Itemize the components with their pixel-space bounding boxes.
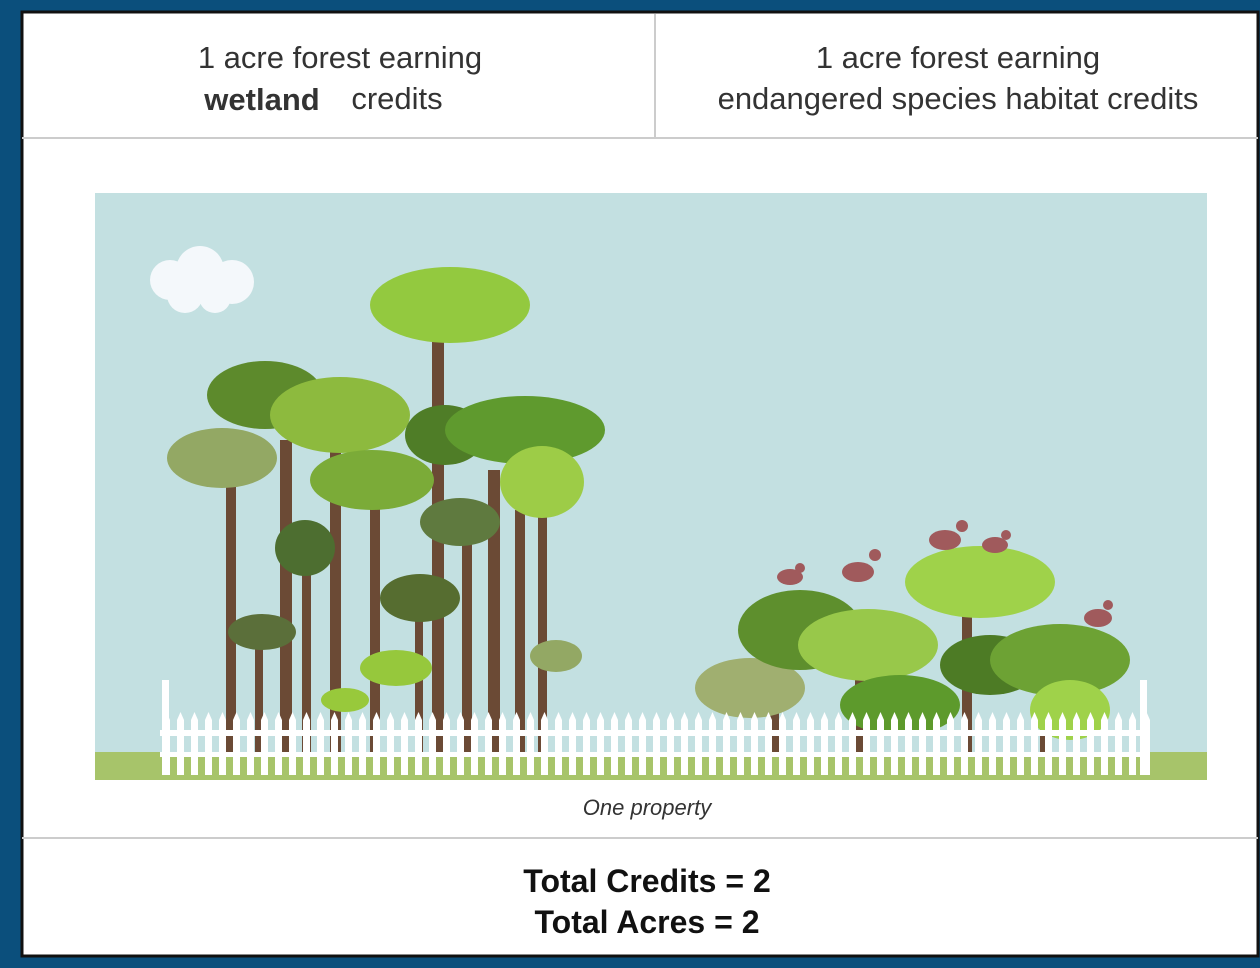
- header-text: endangered species habitat credits: [718, 81, 1199, 116]
- total-line: Total Credits = 2: [523, 863, 770, 899]
- page: {"header": {"left": {"line1": "1 acre fo…: [0, 0, 1260, 968]
- caption: One property: [583, 795, 713, 820]
- header-text: credits: [351, 81, 442, 116]
- illustration: [95, 193, 1207, 780]
- diagram: 1 acre forest earning wetland credits 1 …: [0, 0, 1260, 968]
- header-text: 1 acre forest earning: [198, 40, 482, 75]
- header-highlight: wetland: [203, 82, 319, 117]
- total-line: Total Acres = 2: [535, 904, 760, 940]
- header-text: 1 acre forest earning: [816, 40, 1100, 75]
